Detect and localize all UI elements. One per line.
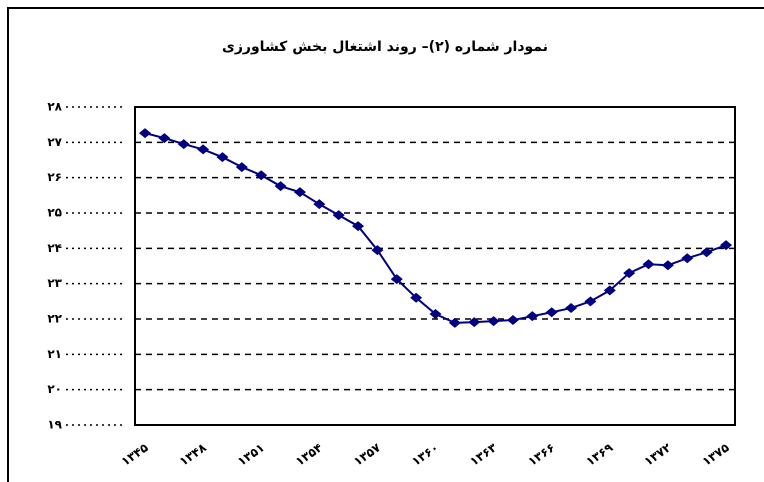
marker [410, 292, 423, 303]
marker [623, 268, 636, 279]
marker [139, 128, 151, 139]
y-tick-label: ۲۴ [47, 241, 62, 255]
marker [274, 181, 287, 192]
x-tick-label: ۱۳۷۲ [642, 440, 675, 469]
marker [371, 245, 384, 256]
x-tick-label: ۱۳۵۱ [235, 440, 267, 468]
marker [313, 199, 326, 210]
y-tick-label: ۲۶ [47, 170, 62, 184]
x-tick-label: ۱۳۴۸ [177, 440, 210, 469]
marker [661, 260, 674, 271]
marker [293, 187, 306, 198]
marker [681, 253, 694, 264]
marker [255, 170, 268, 181]
marker [468, 317, 481, 328]
marker [429, 309, 442, 320]
marker [642, 259, 655, 270]
chart-title: نمودار شماره (۲)– روند اشتغال بخش کشاورز… [222, 39, 548, 55]
y-tick-label: ۲۱ [47, 347, 62, 361]
marker [565, 303, 578, 314]
y-tick-label: ۲۰ [47, 382, 62, 396]
marker [526, 311, 539, 322]
marker [177, 139, 190, 150]
marker [700, 247, 713, 258]
marker [545, 307, 558, 318]
marker [584, 296, 597, 307]
marker [603, 285, 616, 296]
marker [197, 144, 210, 155]
marker [158, 133, 171, 144]
marker [720, 240, 732, 251]
y-tick-label: ۱۹ [47, 418, 62, 432]
plot-area [134, 106, 736, 426]
marker [390, 274, 403, 285]
marker [235, 162, 248, 173]
y-tick-label: ۲۸ [47, 100, 62, 114]
y-tick-label: ۲۲ [47, 312, 62, 326]
y-tick-label: ۲۷ [47, 135, 62, 149]
marker [506, 315, 519, 326]
frame [7, 7, 764, 482]
y-tick-label: ۲۵ [47, 206, 62, 220]
marker [352, 221, 365, 232]
marker [487, 316, 500, 327]
x-tick-label: ۱۳۵۷ [351, 440, 384, 469]
x-tick-label: ۱۳۶۳ [467, 440, 500, 469]
x-tick-label: ۱۳۷۵ [700, 440, 732, 468]
marker [332, 210, 345, 221]
x-tick-label: ۱۳۶۰ [409, 440, 441, 468]
y-tick-label: ۲۳ [47, 276, 62, 290]
x-tick-label: ۱۳۵۴ [293, 440, 325, 468]
marker [448, 317, 461, 328]
x-tick-label: ۱۳۴۵ [119, 440, 151, 468]
x-tick-label: ۱۳۶۶ [525, 440, 557, 468]
x-tick-label: ۱۳۶۹ [583, 440, 616, 469]
line [144, 132, 727, 324]
marker [216, 152, 229, 163]
